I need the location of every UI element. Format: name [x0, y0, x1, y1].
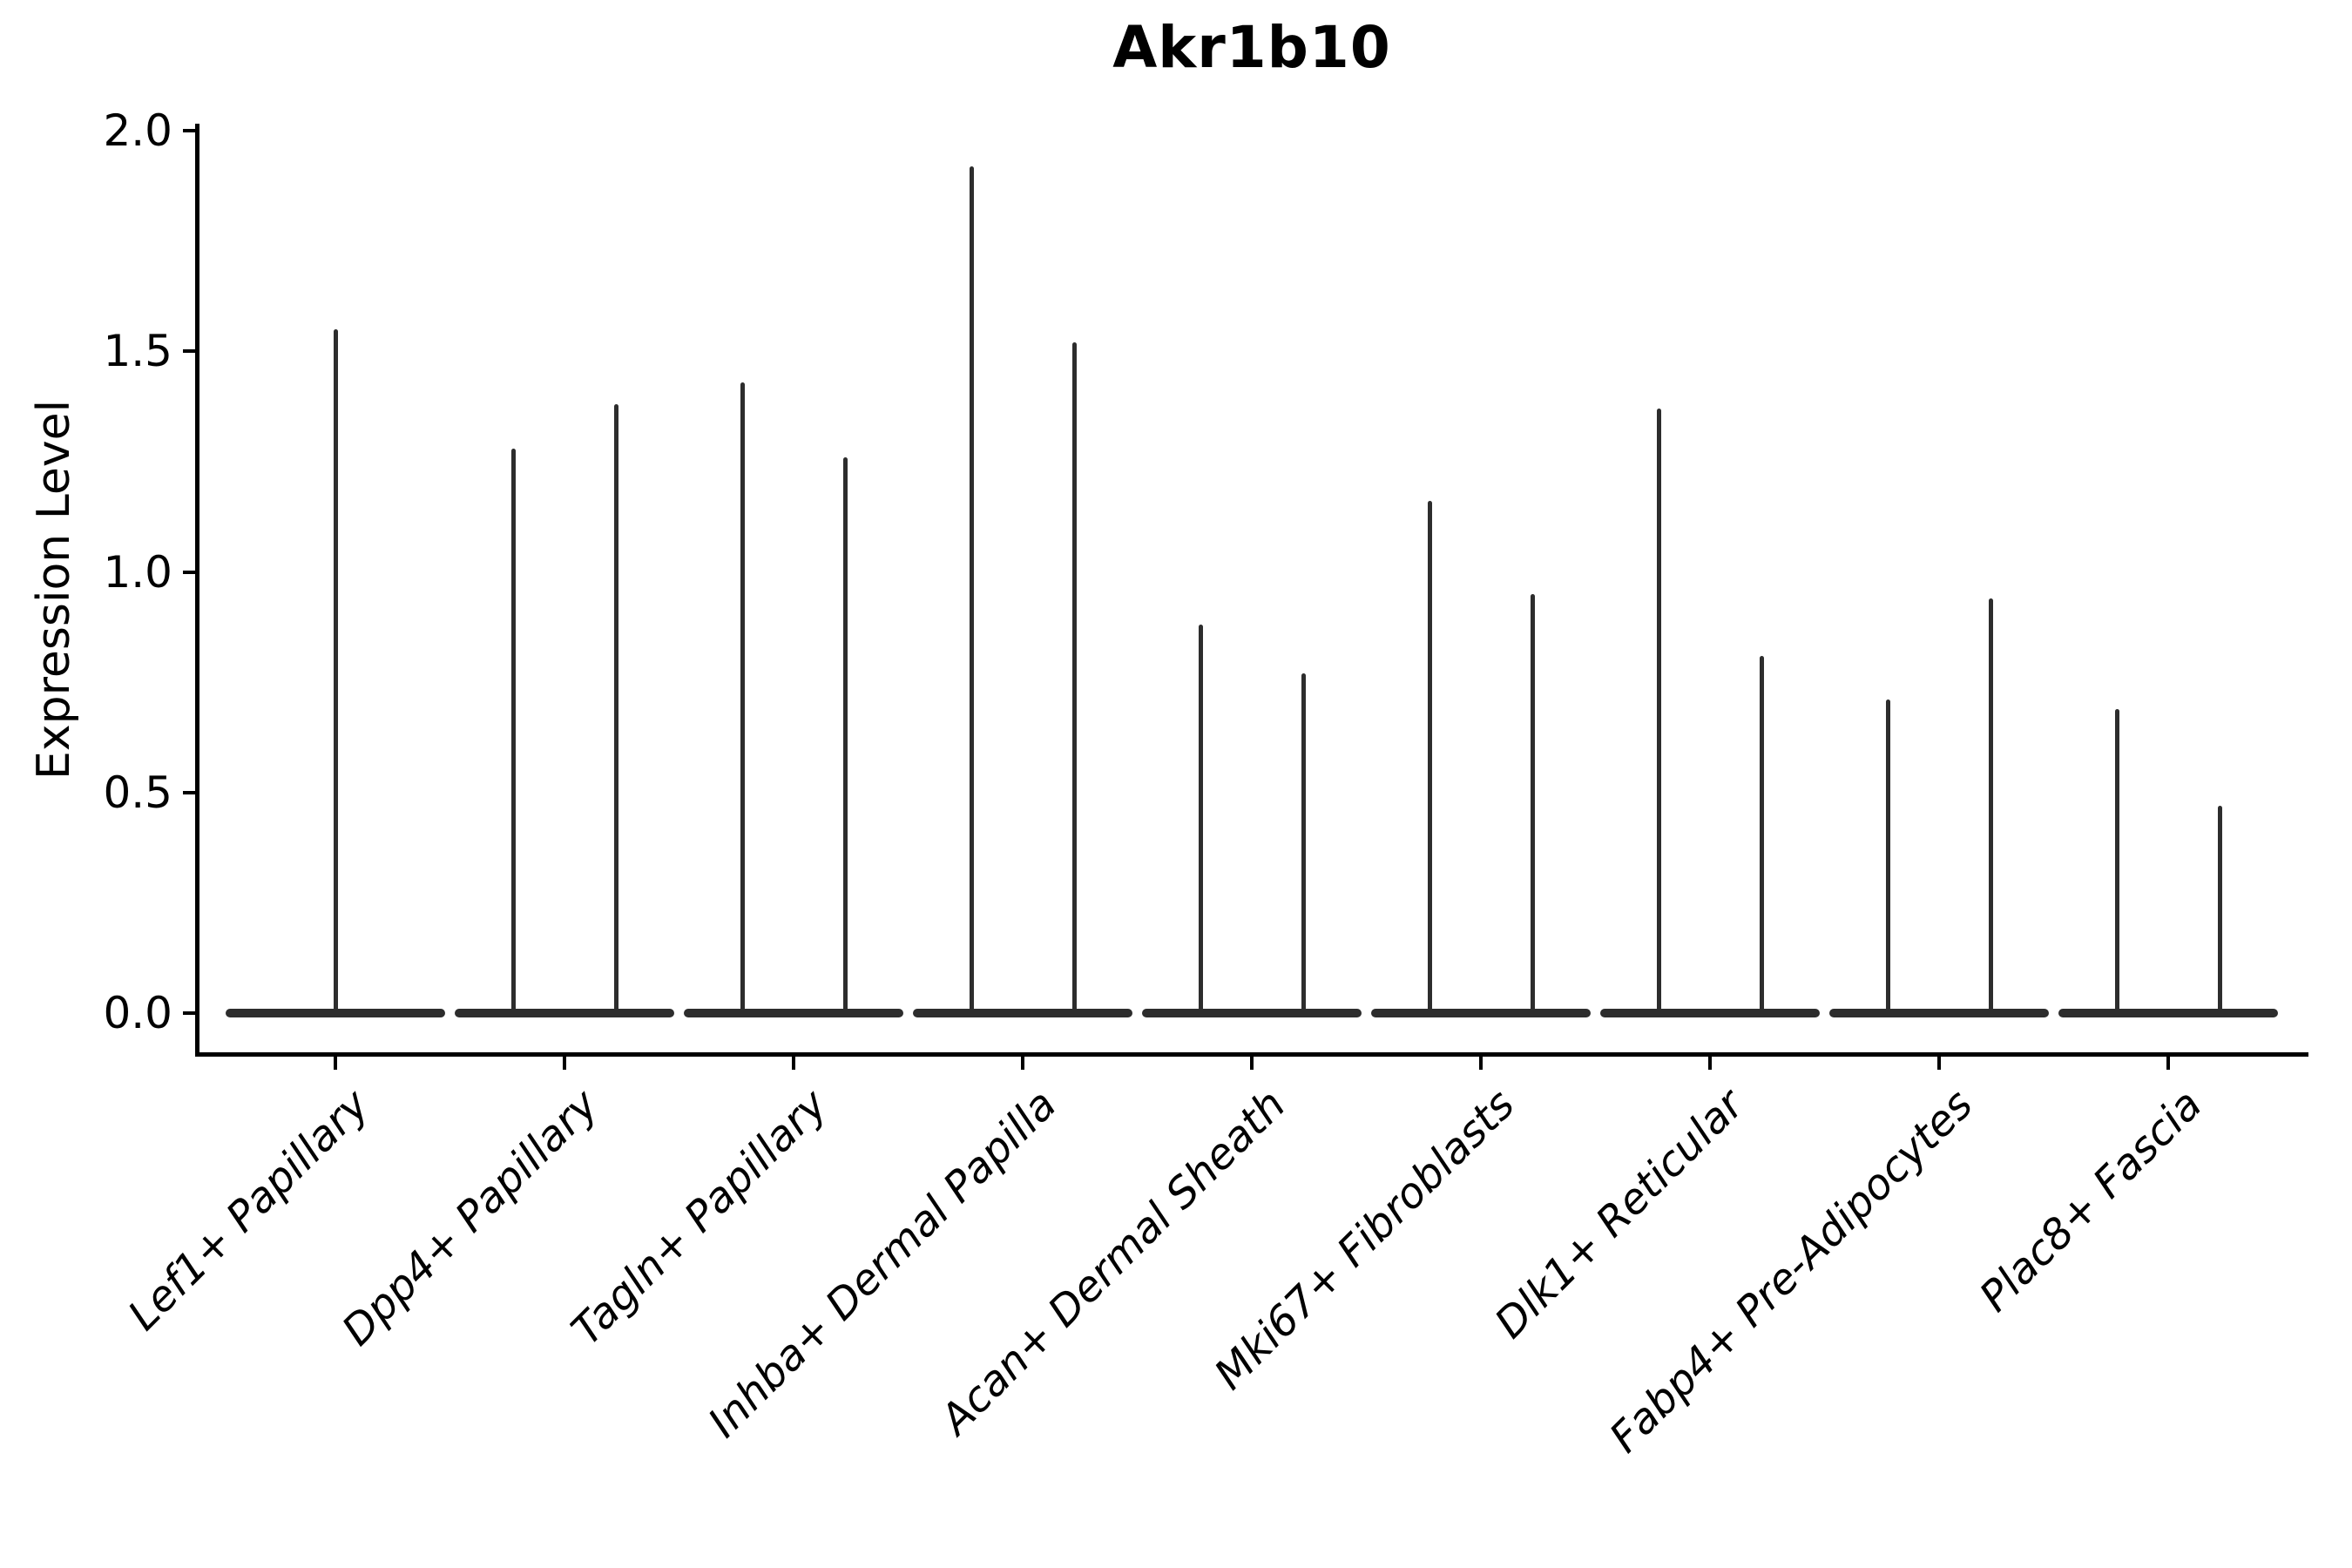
plot-title: Akr1b10 [1112, 14, 1391, 81]
violin-spike [2114, 708, 2119, 1013]
x-tick [2166, 1057, 2170, 1070]
violin-spike [510, 448, 516, 1013]
y-tick [183, 790, 195, 794]
y-tick [183, 349, 195, 354]
y-tick-label: 1.5 [103, 326, 172, 377]
violin-spike [1301, 672, 1306, 1013]
x-tick [563, 1057, 566, 1070]
violin-spike [842, 456, 848, 1013]
violin-spike [2217, 805, 2222, 1013]
violin-spike [1656, 409, 1661, 1013]
violin-spike [333, 328, 338, 1013]
x-tick-label: Lef1+ Papillary [118, 1080, 379, 1341]
x-tick-label: Tagln+ Papillary [562, 1080, 837, 1355]
y-tick [183, 570, 195, 574]
violin-spike [1885, 700, 1890, 1013]
x-tick [1021, 1057, 1024, 1070]
y-tick-label: 1.0 [103, 546, 172, 598]
violin-spike [1759, 655, 1764, 1013]
x-tick [1250, 1057, 1254, 1070]
violin-zero-base [913, 1009, 1132, 1017]
x-tick-label: Dpp4+ Papillary [333, 1080, 608, 1355]
x-tick [1708, 1057, 1712, 1070]
y-tick-label: 2.0 [103, 105, 172, 156]
x-tick-label: Plac8+ Fascia [1970, 1080, 2212, 1321]
violin-zero-base [2058, 1009, 2278, 1017]
x-tick-label: Dlk1+ Reticular [1485, 1080, 1754, 1348]
violin-zero-base [226, 1009, 445, 1017]
violin-zero-base [1371, 1009, 1591, 1017]
x-tick-label: Fabp4+ Pre-Adipocytes [1600, 1080, 1983, 1463]
y-tick [183, 129, 195, 132]
x-tick [1937, 1057, 1941, 1070]
violin-spike [1198, 625, 1203, 1013]
violin-spike [1530, 593, 1535, 1013]
violin-spike [740, 382, 745, 1013]
violin-zero-base [684, 1009, 903, 1017]
violin-spike [1071, 342, 1077, 1013]
violin-zero-base [1142, 1009, 1362, 1017]
x-tick [792, 1057, 795, 1070]
x-axis-spine [195, 1052, 2308, 1057]
violin-spike [613, 404, 618, 1013]
violin-spike [1427, 501, 1432, 1013]
violin-spike [1988, 598, 1993, 1013]
y-tick-label: 0.5 [103, 767, 172, 818]
y-axis-spine [195, 124, 199, 1057]
x-tick [1479, 1057, 1483, 1070]
violin-zero-base [1600, 1009, 1820, 1017]
y-tick [183, 1011, 195, 1015]
violin-zero-base [1829, 1009, 2049, 1017]
violin-zero-base [455, 1009, 674, 1017]
y-tick-label: 0.0 [103, 988, 172, 1038]
violin-spike [969, 166, 974, 1013]
x-tick [334, 1057, 337, 1070]
